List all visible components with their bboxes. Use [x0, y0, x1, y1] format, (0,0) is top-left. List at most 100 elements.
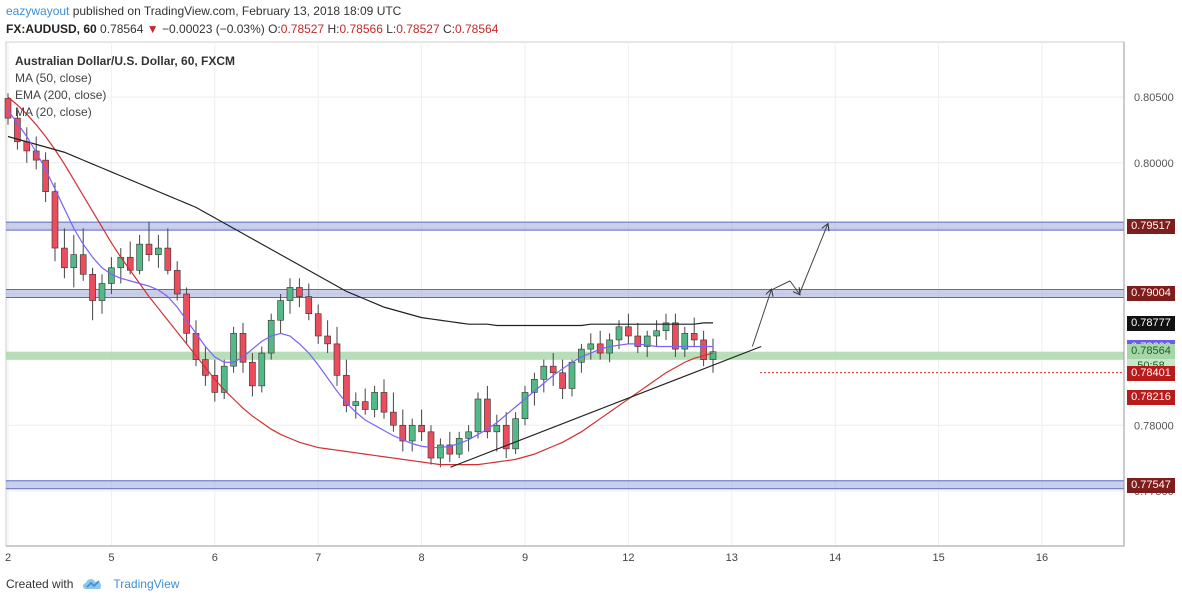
candle-body — [14, 117, 21, 143]
high-label: H: — [327, 22, 340, 36]
x-tick-label: 13 — [726, 552, 738, 564]
created-with-text: Created with — [6, 577, 74, 591]
price-label: 0.78564 — [1127, 344, 1175, 360]
candle-body — [155, 247, 162, 255]
price-label: 0.77547 — [1127, 477, 1175, 493]
candle-body — [681, 333, 689, 350]
candle-body — [540, 365, 548, 380]
price-label: 0.79004 — [1127, 286, 1175, 302]
x-tick-label: 14 — [829, 552, 841, 564]
candle-body — [380, 392, 388, 413]
legend-ema200[interactable]: EMA (200, close) — [15, 88, 107, 102]
candle-body — [559, 372, 566, 389]
tradingview-cloud-icon — [83, 579, 102, 589]
author-link[interactable]: eazywayout — [6, 4, 70, 18]
legend-ma50[interactable]: MA (50, close) — [15, 71, 92, 85]
projection-arrow — [798, 224, 827, 295]
candle-body — [230, 333, 237, 367]
candle-body — [145, 243, 153, 255]
candle-body — [173, 270, 181, 295]
support-zone — [6, 480, 1124, 489]
candle-body — [568, 361, 576, 389]
price-label: 0.78401 — [1127, 365, 1175, 381]
candle-body — [653, 330, 660, 337]
candle-body — [662, 322, 670, 332]
candle-body — [455, 438, 463, 455]
candle-body — [493, 424, 501, 433]
x-tick-label: 12 — [622, 552, 634, 564]
resistance-zone — [6, 289, 1124, 298]
candle-body — [23, 141, 31, 152]
y-tick-label: 0.80000 — [1134, 158, 1174, 170]
low-value: 0.78527 — [396, 22, 440, 36]
x-tick-label: 15 — [932, 552, 944, 564]
candle-body — [61, 247, 68, 269]
candle-body — [333, 343, 341, 376]
low-label: L: — [386, 22, 397, 36]
open-value: 0.78527 — [280, 22, 325, 36]
series-line — [7, 135, 713, 327]
candle-body — [427, 431, 435, 459]
tradingview-link[interactable]: TradingView — [113, 577, 180, 591]
candle-body — [117, 256, 125, 269]
symbol-label: FX:AUDUSD, 60 — [6, 22, 97, 36]
candle-body — [549, 365, 557, 374]
x-tick-label: 5 — [108, 552, 114, 564]
projection-arrow — [770, 280, 791, 291]
resistance-zone — [6, 222, 1124, 231]
close-value: 0.78564 — [454, 22, 499, 36]
projection-arrow — [751, 290, 771, 347]
y-tick-label: 0.78000 — [1134, 420, 1174, 432]
candle-body — [371, 392, 378, 410]
price-label: 0.78777 — [1127, 316, 1175, 332]
candle-body — [352, 401, 360, 406]
candle-body — [258, 352, 266, 387]
chart-title: Australian Dollar/U.S. Dollar, 60, FXCM — [15, 54, 236, 68]
candle-body — [136, 243, 143, 271]
candle-body — [286, 287, 294, 301]
down-arrow-icon: ▼ — [146, 22, 159, 36]
candle-body — [531, 379, 538, 393]
candle-body — [437, 444, 444, 459]
candle-body — [239, 333, 247, 363]
candle-body — [70, 254, 78, 269]
publish-header: eazywayout published on TradingView.com,… — [6, 4, 401, 18]
candle-body — [643, 335, 651, 347]
price-change: −0.00023 (−0.03%) — [162, 22, 265, 36]
x-tick-label: 16 — [1036, 552, 1048, 564]
candle-body — [314, 313, 322, 337]
candle-body — [399, 424, 407, 442]
candle-body — [465, 431, 472, 439]
candle-body — [324, 335, 331, 345]
candle-body — [634, 335, 642, 347]
candle-body — [587, 343, 595, 350]
trendline — [450, 345, 762, 468]
x-tick-label: 7 — [315, 552, 321, 564]
candle-body — [408, 424, 416, 442]
legend-ma20[interactable]: MA (20, close) — [15, 105, 92, 119]
candle-body — [418, 424, 425, 433]
price-label: 0.79517 — [1127, 219, 1175, 235]
candle-body — [79, 254, 87, 275]
candle-body — [474, 398, 482, 433]
candle-body — [484, 398, 491, 433]
candle-body — [211, 375, 219, 393]
candle-body — [164, 247, 172, 271]
y-tick-label: 0.80500 — [1134, 92, 1174, 104]
candle-body — [220, 365, 228, 393]
candle-body — [625, 326, 632, 337]
last-price: 0.78564 — [100, 22, 144, 36]
candle-body — [521, 392, 529, 419]
support-zone — [6, 351, 1124, 360]
candle-body — [296, 287, 303, 297]
candle-body — [502, 424, 510, 450]
x-tick-label: 6 — [212, 552, 218, 564]
projection-arrow — [789, 280, 799, 294]
candle-body — [672, 322, 679, 350]
candle-body — [343, 375, 350, 406]
series-line — [7, 96, 714, 466]
ohlc-header: FX:AUDUSD, 60 0.78564 ▼ −0.00023 (−0.03%… — [6, 22, 498, 36]
candle-body — [512, 418, 519, 450]
series-line — [7, 109, 713, 449]
